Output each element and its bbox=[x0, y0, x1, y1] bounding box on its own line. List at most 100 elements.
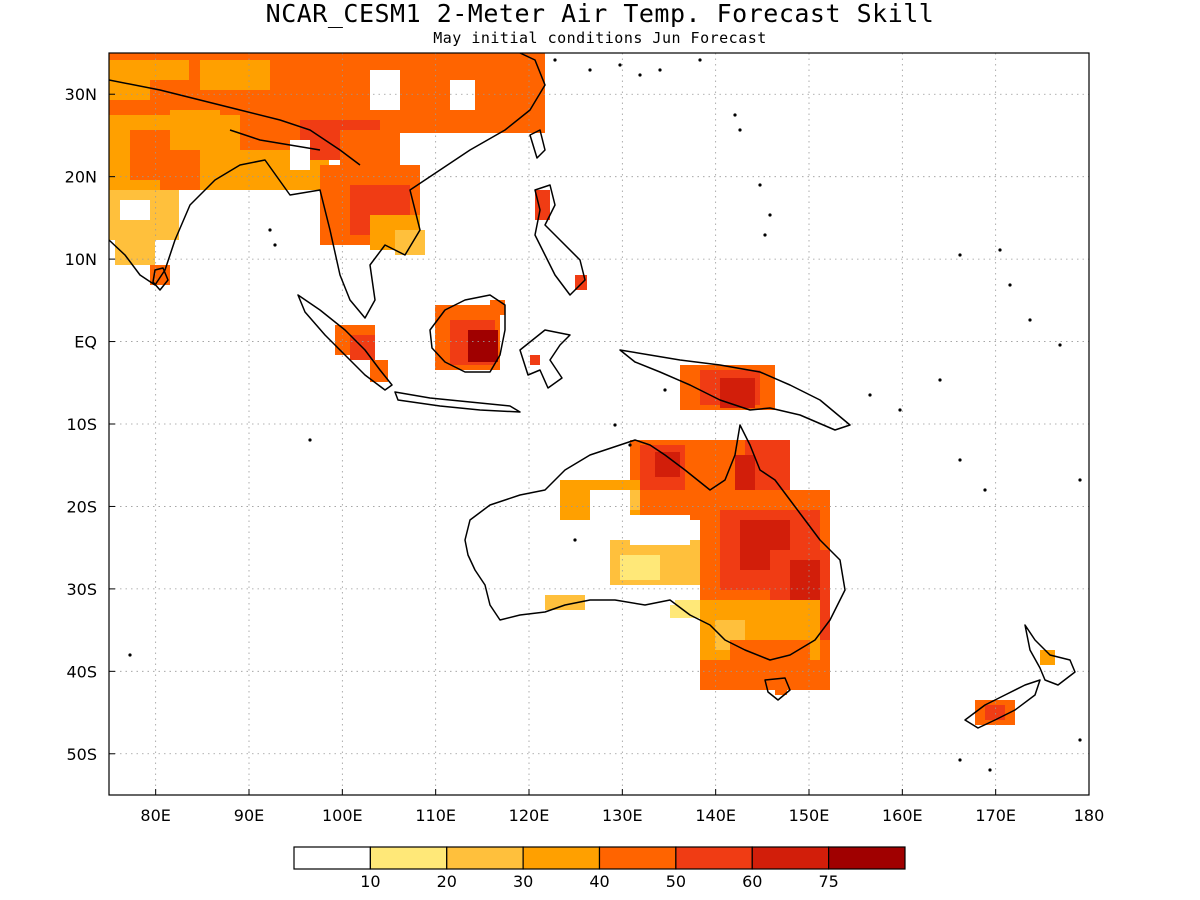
island bbox=[663, 388, 667, 392]
lon-tick-label: 180 bbox=[1074, 806, 1105, 825]
skill-cell-low bbox=[370, 70, 400, 110]
skill-shading bbox=[109, 53, 1055, 725]
lon-tick-label: 130E bbox=[602, 806, 643, 825]
island bbox=[1008, 283, 1012, 287]
skill-cell bbox=[340, 130, 400, 170]
lon-tick-label: 110E bbox=[415, 806, 456, 825]
coastline bbox=[534, 184, 586, 296]
colorbar-swatch bbox=[675, 846, 753, 870]
skill-cell bbox=[655, 452, 680, 477]
skill-cell bbox=[670, 600, 700, 618]
island bbox=[983, 488, 987, 492]
colorbar-label: 30 bbox=[513, 872, 533, 891]
colorbar-label: 20 bbox=[437, 872, 457, 891]
colorbar-swatch bbox=[369, 846, 448, 870]
skill-cell bbox=[160, 150, 200, 190]
skill-cell bbox=[115, 235, 155, 265]
skill-cell bbox=[370, 360, 388, 382]
island bbox=[998, 248, 1002, 252]
island bbox=[958, 758, 962, 762]
colorbar-label: 40 bbox=[589, 872, 609, 891]
lon-tick-label: 90E bbox=[234, 806, 264, 825]
island bbox=[958, 458, 962, 462]
lat-tick-label: 30S bbox=[66, 580, 97, 599]
skill-cell-low bbox=[630, 515, 690, 545]
map-subtitle: May initial conditions Jun Forecast bbox=[433, 29, 767, 47]
coastline bbox=[297, 294, 393, 391]
lat-lon-grid bbox=[109, 53, 1089, 795]
skill-cell bbox=[200, 60, 280, 90]
island bbox=[988, 768, 992, 772]
island bbox=[1078, 738, 1082, 742]
island bbox=[738, 128, 742, 132]
coastline bbox=[109, 53, 546, 319]
colorbar: 10 20 30 40 50 60 75 bbox=[293, 846, 906, 891]
island bbox=[618, 63, 622, 67]
coastline bbox=[152, 267, 169, 291]
island bbox=[758, 183, 762, 187]
axis-labels: 80E 90E 100E 110E 120E 130E 140E 150E 160E 170E 18… bbox=[65, 85, 1105, 825]
island bbox=[613, 423, 617, 427]
coastline bbox=[519, 329, 571, 389]
skill-cell bbox=[170, 110, 220, 150]
island bbox=[273, 243, 277, 247]
island bbox=[128, 653, 132, 657]
coastline bbox=[464, 424, 846, 661]
lat-tick-label: 40S bbox=[66, 662, 97, 681]
island bbox=[553, 58, 557, 62]
island bbox=[1028, 318, 1032, 322]
lat-tick-label: 10S bbox=[66, 415, 97, 434]
skill-cell-low bbox=[450, 80, 475, 110]
coastline bbox=[109, 79, 361, 166]
skill-cell bbox=[468, 330, 498, 362]
lat-tick-label: 20S bbox=[66, 497, 97, 516]
lat-tick-label: 50S bbox=[66, 745, 97, 764]
island bbox=[628, 443, 632, 447]
skill-cell bbox=[720, 378, 755, 408]
coastline bbox=[529, 129, 546, 159]
lon-tick-label: 170E bbox=[975, 806, 1016, 825]
skill-cell bbox=[985, 705, 1005, 720]
island bbox=[763, 233, 767, 237]
island bbox=[938, 378, 942, 382]
skill-cell bbox=[730, 640, 810, 685]
island bbox=[958, 253, 962, 257]
skill-cell bbox=[490, 300, 505, 315]
colorbar-swatch bbox=[828, 846, 906, 870]
lon-tick-label: 120E bbox=[509, 806, 550, 825]
island bbox=[868, 393, 872, 397]
lat-tick-label: 30N bbox=[65, 85, 97, 104]
island bbox=[898, 408, 902, 412]
island bbox=[573, 538, 577, 542]
colorbar-label: 10 bbox=[360, 872, 380, 891]
skill-cell bbox=[620, 555, 660, 580]
colorbar-label: 75 bbox=[818, 872, 838, 891]
island bbox=[768, 213, 772, 217]
colorbar-swatch bbox=[446, 846, 524, 870]
coastline bbox=[394, 391, 521, 413]
island bbox=[638, 73, 642, 77]
skill-cell-low bbox=[590, 490, 630, 530]
colorbar-swatch bbox=[293, 846, 371, 870]
coastline bbox=[764, 677, 791, 701]
skill-cell-low bbox=[120, 200, 150, 220]
skill-cell bbox=[270, 55, 380, 95]
coastlines bbox=[109, 53, 1082, 772]
lat-tick-label: 10N bbox=[65, 250, 97, 269]
lon-tick-label: 160E bbox=[882, 806, 923, 825]
colorbar-label: 50 bbox=[666, 872, 686, 891]
island bbox=[308, 438, 312, 442]
skill-cell bbox=[770, 600, 810, 640]
lat-tick-label: EQ bbox=[74, 333, 97, 352]
island bbox=[1078, 478, 1082, 482]
island bbox=[268, 228, 272, 232]
skill-cell bbox=[775, 685, 787, 695]
skill-cell-low bbox=[290, 140, 310, 170]
colorbar-swatch bbox=[751, 846, 830, 870]
skill-cell bbox=[395, 230, 425, 255]
coastline bbox=[229, 129, 321, 151]
coastline bbox=[964, 679, 1041, 729]
coastline bbox=[429, 294, 506, 373]
skill-cell bbox=[530, 355, 540, 365]
